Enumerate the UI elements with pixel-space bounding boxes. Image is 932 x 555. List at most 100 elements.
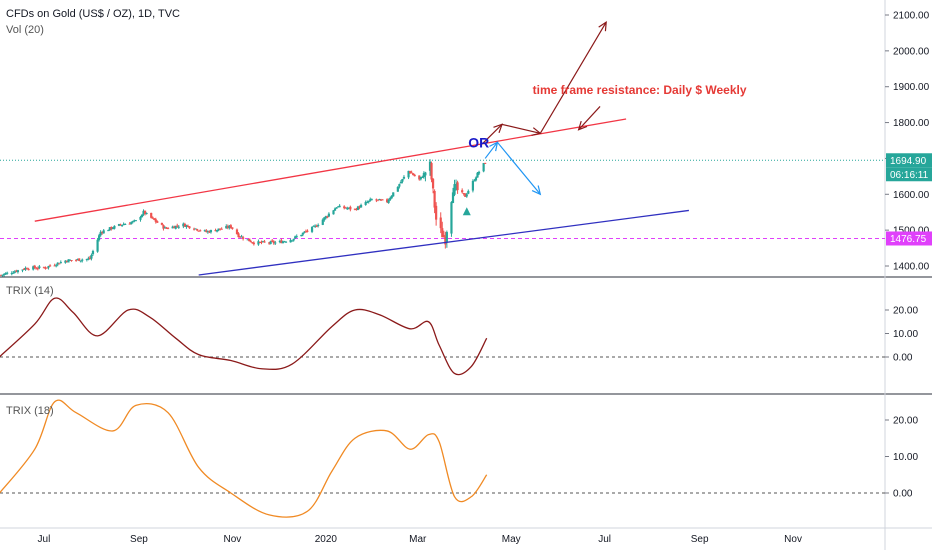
candle-body bbox=[133, 220, 136, 222]
candle-body bbox=[231, 227, 234, 229]
candle-body bbox=[98, 235, 101, 240]
candle-body bbox=[59, 262, 62, 264]
candle-body bbox=[55, 265, 58, 267]
candle-body bbox=[338, 205, 341, 208]
candle-body bbox=[65, 260, 69, 262]
candle-body bbox=[326, 216, 329, 218]
candle-body bbox=[171, 226, 174, 229]
candle-body bbox=[430, 163, 433, 180]
candle-body bbox=[88, 257, 92, 259]
candle-body bbox=[263, 241, 266, 243]
candle-body bbox=[153, 218, 156, 220]
candle-body bbox=[473, 180, 476, 182]
candle-body bbox=[421, 177, 424, 179]
candle-body bbox=[139, 216, 142, 220]
candle-body bbox=[32, 266, 35, 270]
candle-body bbox=[424, 172, 427, 176]
price-axis-tick-label: 1400.00 bbox=[893, 262, 930, 273]
candle-body bbox=[12, 272, 15, 274]
candle-body bbox=[214, 230, 217, 232]
chart-title: CFDs on Gold (US$ / OZ), 1D, TVC bbox=[6, 8, 181, 20]
candle-body bbox=[3, 273, 6, 275]
candle-body bbox=[173, 226, 176, 229]
candle-body bbox=[419, 176, 422, 180]
candle-body bbox=[10, 273, 13, 275]
candle-body bbox=[45, 267, 49, 269]
candle-body bbox=[107, 230, 110, 232]
trix18-label: TRIX (18) bbox=[6, 405, 54, 417]
candle-body bbox=[235, 229, 239, 235]
candle-body bbox=[163, 227, 167, 229]
candle-body bbox=[268, 242, 271, 244]
candle-body bbox=[462, 193, 465, 195]
candle-body bbox=[428, 161, 432, 171]
candle-body bbox=[252, 242, 255, 245]
candle-body bbox=[110, 226, 113, 230]
candle-body bbox=[27, 269, 30, 271]
candle-body bbox=[324, 216, 327, 219]
candle-body bbox=[1, 274, 4, 276]
candle-body bbox=[165, 227, 168, 229]
candle-body bbox=[154, 219, 157, 222]
candle-body bbox=[353, 208, 357, 210]
candle-body bbox=[237, 233, 240, 238]
candle-body bbox=[482, 163, 485, 172]
candle-body bbox=[441, 228, 444, 238]
candlestick-series bbox=[0, 159, 487, 277]
candle-body bbox=[35, 268, 38, 270]
candle-body bbox=[75, 259, 78, 261]
candle-body bbox=[358, 206, 361, 208]
candle-body bbox=[58, 263, 61, 265]
candle-body bbox=[344, 207, 347, 209]
candle-body bbox=[238, 236, 242, 238]
candle-body bbox=[119, 224, 122, 226]
candle-body bbox=[300, 234, 303, 237]
candle-body bbox=[91, 250, 95, 255]
candle-body bbox=[64, 260, 67, 263]
candle-body bbox=[439, 217, 442, 229]
candle-body bbox=[6, 272, 9, 274]
candle-body bbox=[442, 234, 445, 238]
candle-body bbox=[47, 265, 50, 268]
candle-body bbox=[166, 228, 170, 230]
candle-body bbox=[117, 224, 121, 226]
candle-body bbox=[140, 214, 144, 218]
candle-body bbox=[304, 231, 308, 233]
candle-body bbox=[162, 225, 165, 229]
lower-trendline bbox=[198, 209, 689, 276]
candle-body bbox=[249, 241, 252, 243]
candle-body bbox=[102, 230, 105, 234]
candle-body bbox=[381, 199, 384, 201]
candle-body bbox=[346, 208, 349, 210]
candle-body bbox=[206, 231, 209, 233]
candle-body bbox=[87, 258, 90, 260]
candle-body bbox=[408, 171, 412, 174]
candle-body bbox=[258, 242, 262, 244]
candle-body bbox=[410, 172, 413, 174]
candle-body bbox=[56, 262, 59, 265]
candle-body bbox=[246, 239, 249, 241]
projection-path bbox=[481, 21, 607, 145]
candle-body bbox=[445, 232, 448, 242]
candle-body bbox=[471, 180, 475, 191]
candle-body bbox=[225, 226, 228, 229]
price-axis-tick-label: 1600.00 bbox=[893, 190, 930, 201]
candle-body bbox=[332, 210, 335, 215]
candle-body bbox=[294, 236, 297, 239]
candle-body bbox=[99, 231, 102, 236]
candle-body bbox=[44, 267, 47, 269]
candle-body bbox=[451, 192, 455, 203]
candle-body bbox=[229, 225, 232, 228]
candle-body bbox=[347, 207, 350, 209]
candle-body bbox=[174, 225, 177, 229]
candle-body bbox=[196, 229, 199, 231]
candle-body bbox=[367, 200, 370, 203]
time-axis-tick-label: Sep bbox=[691, 534, 709, 545]
candle-body bbox=[21, 269, 24, 271]
price-axis-tick-label: 2100.00 bbox=[893, 11, 930, 22]
candle-body bbox=[111, 228, 114, 230]
candle-body bbox=[122, 224, 125, 226]
candle-body bbox=[271, 240, 274, 242]
